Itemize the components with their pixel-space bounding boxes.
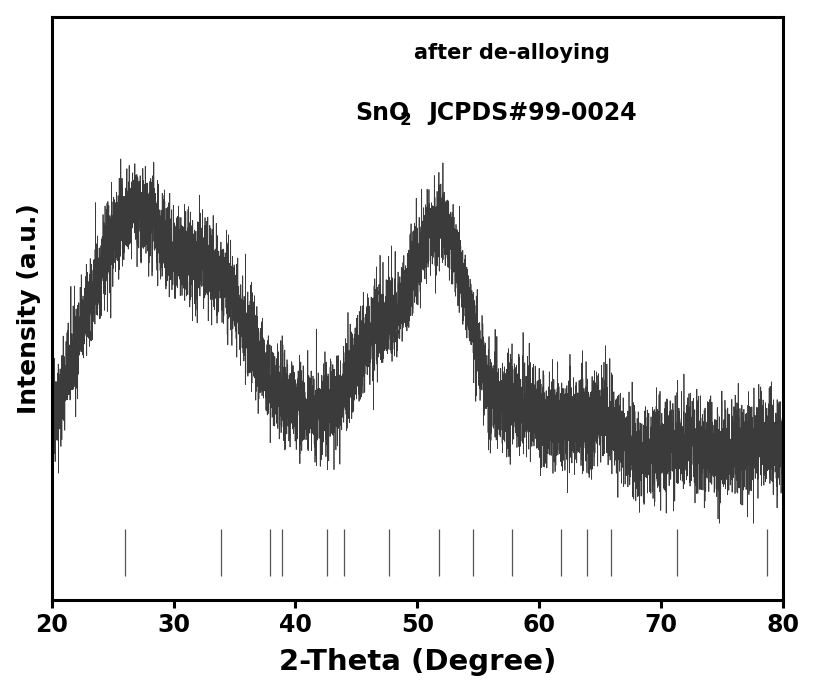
Text: after de-alloying: after de-alloying (415, 43, 610, 63)
Text: 2: 2 (400, 111, 411, 129)
Text: JCPDS#99-0024: JCPDS#99-0024 (428, 101, 637, 125)
Text: SnO: SnO (355, 101, 410, 125)
Y-axis label: Intensity (a.u.): Intensity (a.u.) (16, 203, 41, 414)
X-axis label: 2-Theta (Degree): 2-Theta (Degree) (278, 649, 556, 676)
